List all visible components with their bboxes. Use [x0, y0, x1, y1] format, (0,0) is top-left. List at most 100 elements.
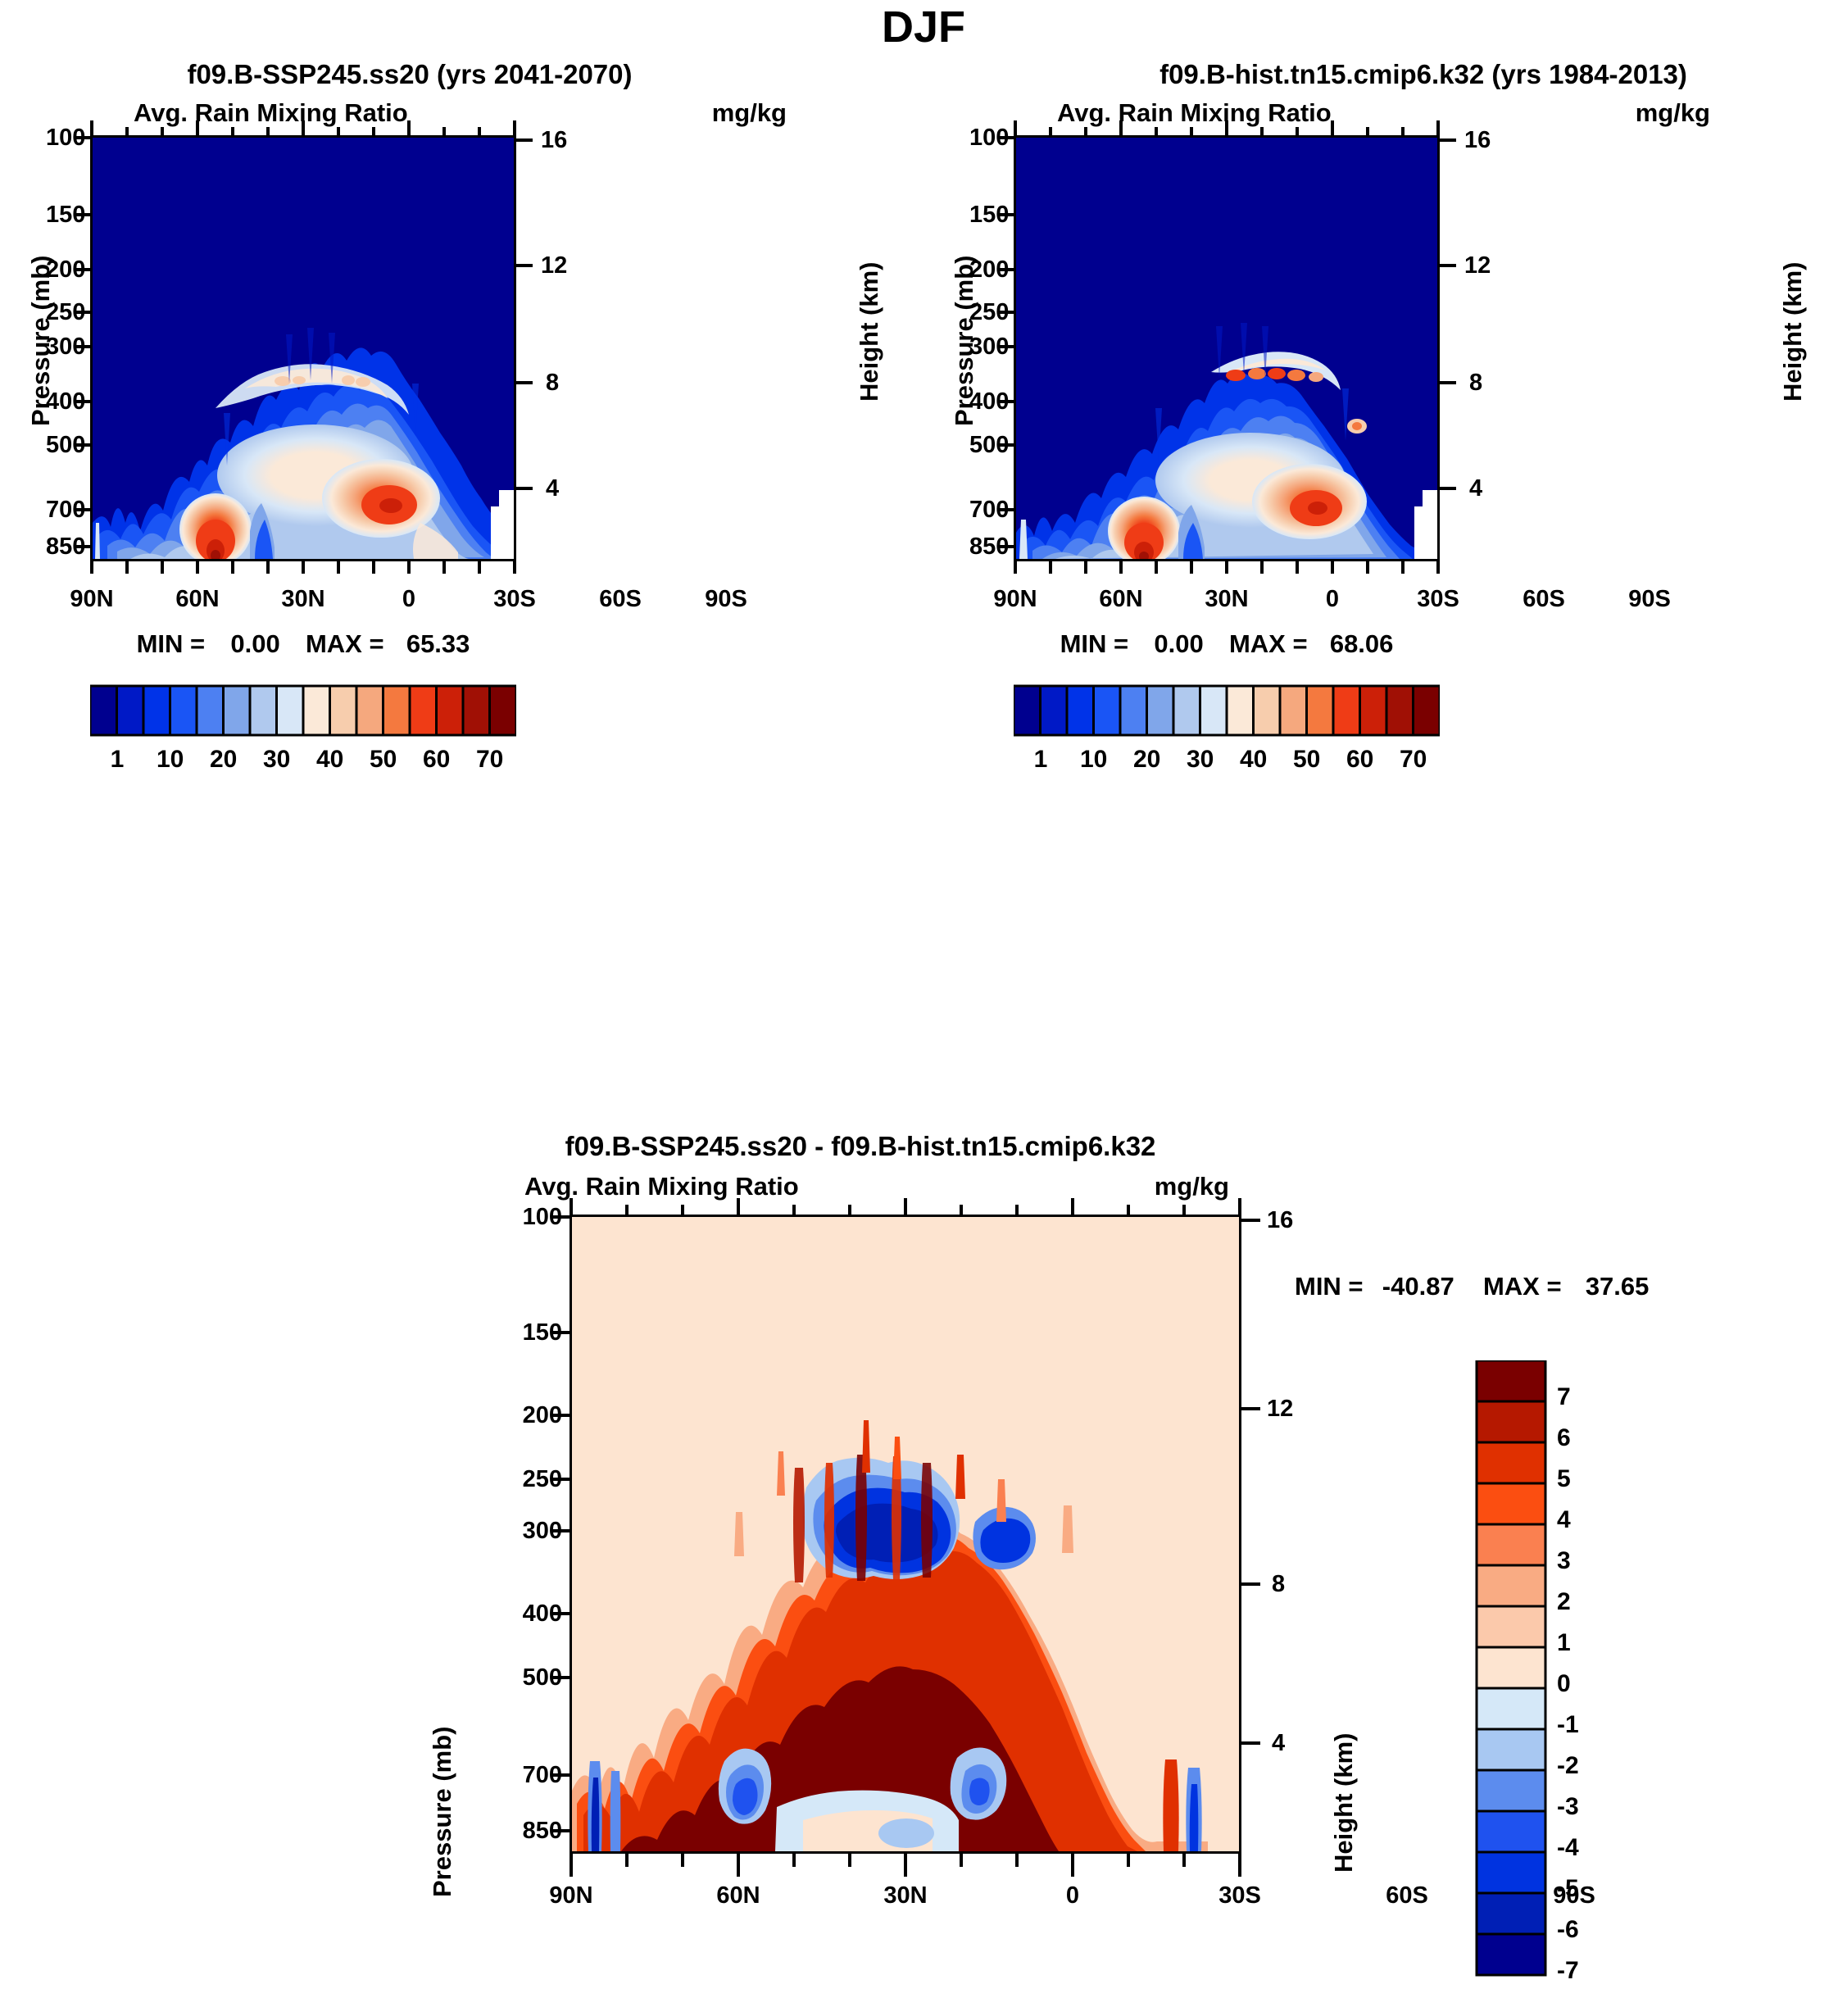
x-tick: 60S — [1523, 586, 1565, 612]
colorbar-swatch — [1475, 1932, 1547, 1977]
colorbar-swatch — [142, 684, 171, 737]
max-value: 37.65 — [1585, 1272, 1650, 1301]
colorbar-swatch — [1092, 684, 1122, 737]
contour-blob — [356, 377, 370, 387]
contour-negative-nh-low-core — [733, 1778, 758, 1815]
x-tick: 30N — [1205, 586, 1249, 612]
y-tick: 850 — [969, 534, 1010, 560]
colorbar-swatch — [1475, 1400, 1547, 1444]
y-tick: 100 — [46, 125, 86, 151]
contour-polar-sh-red — [1163, 1759, 1179, 1851]
cbar-tick: 70 — [476, 746, 504, 773]
y-tick: 700 — [46, 497, 86, 523]
cbar-tick: -7 — [1557, 1957, 1579, 1984]
x-tick: 60N — [716, 1882, 760, 1909]
panel-difference-units-label: mg/kg — [1154, 1172, 1229, 1201]
contour-warm-peak-nh-core — [1139, 552, 1149, 559]
x-tick: 30N — [883, 1882, 928, 1909]
colorbar-swatch — [1014, 684, 1041, 737]
y-tick: 300 — [522, 1518, 562, 1544]
panel-difference-colorbar[interactable] — [1475, 1360, 1547, 2016]
colorbar-swatch — [1065, 684, 1095, 737]
panel-case1-title: f09.B-SSP245.ss20 (yrs 2041-2070) — [187, 59, 633, 89]
colorbar-swatch — [329, 684, 358, 737]
colorbar-swatch — [90, 684, 118, 737]
panel-case1: f09.B-SSP245.ss20 (yrs 2041-2070) Avg. R… — [0, 49, 924, 1123]
x-tick: 0 — [1065, 1882, 1080, 1909]
y-tick: 850 — [46, 534, 86, 560]
colorbar-swatch — [1172, 684, 1201, 737]
y-tick: 200 — [969, 257, 1010, 283]
y-tick: 150 — [969, 202, 1010, 228]
panel-case1-minmax: MIN = 0.00 MAX = 65.33 — [90, 629, 516, 659]
y2-tick: 4 — [1272, 1730, 1286, 1756]
y2-tick: 12 — [1267, 1396, 1294, 1422]
contour-polar-nh-blue-core — [591, 1778, 600, 1851]
panel-case1-colorbar-ticks: 1 10 20 30 40 50 60 70 — [90, 746, 516, 782]
contour-blob-hot — [1268, 368, 1286, 379]
y-tick: 100 — [522, 1204, 562, 1230]
x-tick: 90N — [549, 1882, 593, 1909]
x-tick: 30S — [1218, 1882, 1261, 1909]
x-tick: 0 — [1325, 586, 1340, 612]
x-tick: 30S — [1417, 586, 1459, 612]
cbar-tick: 4 — [1557, 1506, 1571, 1533]
colorbar-swatches — [1014, 684, 1440, 737]
y2-tick: 8 — [1469, 370, 1483, 396]
contour-blue-notch-inner — [1183, 523, 1203, 559]
panel-case1-variable-label: Avg. Rain Mixing Ratio — [134, 98, 408, 127]
panel-case2-plot-area — [1014, 135, 1440, 561]
contour-blob — [342, 375, 355, 385]
panel-case2-height-axis-title: Height (km) — [1778, 261, 1807, 402]
contour-upper-warm — [245, 368, 388, 398]
cbar-tick: 60 — [423, 746, 451, 773]
cbar-tick: 5 — [1557, 1465, 1571, 1492]
y-tick: 400 — [46, 388, 86, 415]
panel-difference-pressure-axis-title: Pressure (mb) — [428, 1726, 456, 1897]
x-tick: 30N — [281, 586, 325, 612]
cbar-tick: 10 — [157, 746, 184, 773]
x-tick: 90S — [1553, 1882, 1595, 1909]
panel-case2-variable-label: Avg. Rain Mixing Ratio — [1057, 98, 1332, 127]
x-tick: 90N — [993, 586, 1037, 612]
panel-case2-colorbar[interactable] — [1014, 684, 1440, 738]
y-tick: 700 — [522, 1762, 562, 1788]
colorbar-swatch — [302, 684, 331, 737]
contour-left-spike — [95, 523, 100, 559]
panel-case2-minmax: MIN = 0.00 MAX = 68.06 — [1014, 629, 1440, 659]
y2-tick: 16 — [541, 127, 568, 153]
cbar-tick: -2 — [1557, 1752, 1579, 1779]
colorbar-swatch — [1475, 1441, 1547, 1485]
cbar-tick: -6 — [1557, 1916, 1579, 1943]
y2-tick: 12 — [1464, 252, 1491, 279]
colorbar-swatch — [1278, 684, 1308, 737]
colorbar-swatch — [1385, 684, 1414, 737]
colorbar-swatch — [355, 684, 384, 737]
colorbar-swatch — [1475, 1605, 1547, 1649]
contour-blob-hot — [1248, 368, 1266, 379]
contour-warm-peak-nh-inner — [1134, 542, 1154, 559]
cbar-tick: -1 — [1557, 1711, 1579, 1738]
colorbar-swatch — [1475, 1728, 1547, 1772]
panel-case1-height-axis-title: Height (km) — [855, 261, 883, 402]
max-label: MAX = — [1482, 1272, 1562, 1301]
cbar-tick: 0 — [1557, 1670, 1571, 1697]
cbar-tick: 10 — [1080, 746, 1108, 773]
max-value: 68.06 — [1329, 629, 1394, 658]
panel-case1-colorbar[interactable] — [90, 684, 516, 738]
colorbar-swatch — [1475, 1891, 1547, 1936]
contour-blob-hot — [1226, 370, 1246, 381]
panel-case1-units-label: mg/kg — [711, 98, 787, 127]
cbar-tick: 1 — [1557, 1629, 1571, 1656]
colorbar-swatch — [1359, 684, 1388, 737]
y-tick: 250 — [46, 299, 86, 325]
contour-blob — [293, 376, 306, 384]
cbar-tick: 50 — [1293, 746, 1321, 773]
y-tick: 500 — [46, 432, 86, 458]
contour-polar-sh-blue-core — [1189, 1784, 1199, 1851]
contour-blue-notch-inner — [255, 520, 273, 559]
contour-sh-pale — [413, 523, 458, 559]
cbar-tick: 40 — [316, 746, 344, 773]
cbar-tick: 50 — [370, 746, 397, 773]
contour-striations — [224, 328, 419, 465]
